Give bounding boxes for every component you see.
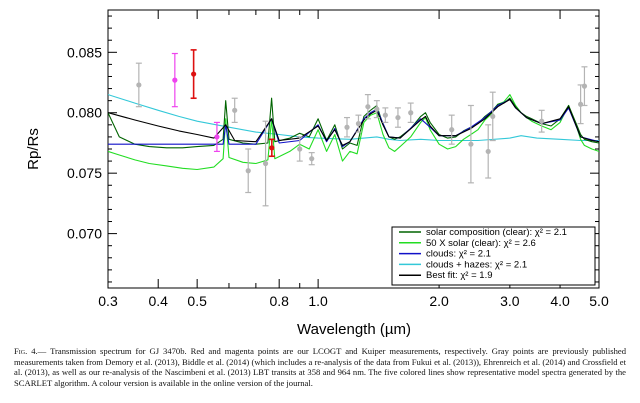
legend-box [391,226,596,286]
x-tick-label: 1.0 [308,293,328,309]
x-tick-label: 4.0 [550,293,570,309]
caption-text: — Transmission spectrum for GJ 3470b. Re… [14,346,626,388]
data-point-gray [395,114,401,121]
x-tick-label: 0.8 [269,293,289,309]
data-point-magenta [172,77,178,83]
data-point-red [269,145,275,151]
y-tick-label: 0.075 [67,165,102,181]
series-line-solar [108,97,599,150]
axis-tick-labels: 0.3 0.4 0.5 0.8 1.0 2.0 3.0 4.0 5.0 0.070 0.075 0.0… [67,44,609,309]
x-tick-label: 0.4 [148,293,168,309]
x-tick-label: 2.0 [429,293,449,309]
caption-label: Fig. 4. [14,346,38,356]
y-axis-title: Rp/Rs [25,128,42,170]
y-tick-label: 0.070 [67,226,102,242]
data-point-gray [297,146,303,152]
x-tick-label: 3.0 [500,293,520,309]
data-point-gray [449,127,455,133]
legend-label-clouds: clouds: χ² = 2.1 [426,249,491,260]
plot-area [108,49,599,207]
figure-caption: Fig. 4.— Transmission spectrum for GJ 34… [14,346,626,388]
data-point-red [191,71,197,77]
x-tick-label: 0.5 [187,293,207,309]
data-point-gray [490,113,496,119]
x-tick-label: 0.3 [98,293,118,309]
data-point-gray [136,82,142,88]
data-point-gray [408,110,414,116]
data-point-gray [581,83,588,89]
data-point-gray [485,148,491,155]
legend-label-best: Best fit: χ² = 1.9 [426,270,493,281]
data-point-gray [344,124,350,130]
data-point-gray [539,118,545,124]
data-point-gray [245,168,251,174]
x-axis-title: Wavelength (µm) [297,321,411,338]
data-point-magenta [214,134,220,140]
x-tick-label: 5.0 [589,293,609,309]
y-tick-label: 0.085 [67,44,102,60]
legend: solar composition (clear): χ² = 2.150 X … [391,226,596,286]
y-tick-label: 0.080 [67,105,102,121]
series-line-solar50 [108,94,599,171]
data-point-gray [365,104,371,110]
data-point-gray [468,141,474,147]
data-point-gray [382,112,388,118]
series-line-hazes [108,94,599,142]
data-point-gray [262,160,269,167]
data-point-gray [374,106,380,112]
data-point-gray [232,107,238,113]
data-point-gray [309,156,315,162]
legend-label-solar50: 50 X solar (clear): χ² = 2.6 [426,238,536,249]
legend-label-solar: solar composition (clear): χ² = 2.1 [426,227,567,238]
data-point-gray [578,101,584,107]
data-point-gray [355,121,362,127]
legend-label-hazes: clouds + hazes: χ² = 2.1 [426,259,527,270]
series-line-best [108,98,599,146]
